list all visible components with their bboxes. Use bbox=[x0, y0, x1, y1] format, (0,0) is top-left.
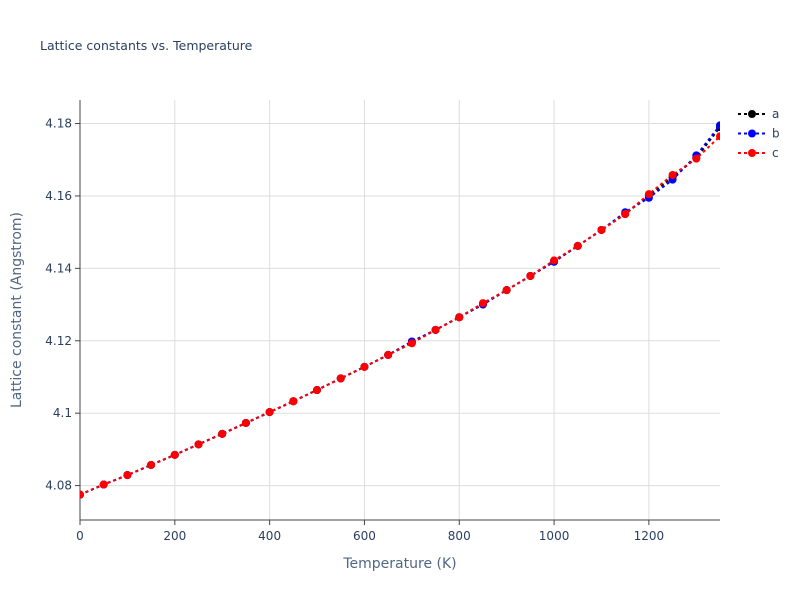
legend-marker-swatch bbox=[748, 129, 756, 138]
data-point-c[interactable] bbox=[194, 440, 203, 449]
y-tick-label: 4.08 bbox=[45, 479, 72, 493]
x-axis-title: Temperature (K) bbox=[342, 556, 456, 572]
data-point-c[interactable] bbox=[716, 132, 724, 141]
y-axis-title: Lattice constant (Angstrom) bbox=[9, 212, 25, 408]
legend-label: a bbox=[772, 107, 779, 121]
x-tick-label: 0 bbox=[76, 529, 84, 543]
data-point-c[interactable] bbox=[218, 429, 227, 438]
legend: abc bbox=[738, 107, 780, 160]
series-c bbox=[76, 132, 724, 499]
y-tick-label: 4.1 bbox=[53, 406, 72, 420]
data-point-c[interactable] bbox=[170, 450, 179, 459]
data-point-c[interactable] bbox=[76, 490, 84, 499]
legend-label: b bbox=[772, 127, 780, 141]
data-point-c[interactable] bbox=[360, 362, 369, 371]
data-point-c[interactable] bbox=[573, 241, 582, 250]
legend-item-b[interactable]: b bbox=[738, 127, 780, 141]
x-tick-label: 600 bbox=[353, 529, 376, 543]
legend-item-c[interactable]: c bbox=[738, 146, 779, 160]
data-point-c[interactable] bbox=[455, 313, 464, 322]
data-point-c[interactable] bbox=[597, 225, 606, 234]
y-tick-label: 4.18 bbox=[45, 117, 72, 131]
legend-label: c bbox=[772, 146, 779, 160]
data-point-c[interactable] bbox=[431, 325, 440, 334]
data-point-c[interactable] bbox=[147, 460, 156, 469]
data-point-c[interactable] bbox=[407, 339, 416, 348]
x-tick-label: 400 bbox=[258, 529, 281, 543]
data-point-c[interactable] bbox=[241, 418, 250, 427]
data-point-c[interactable] bbox=[123, 471, 132, 480]
x-tick-label: 200 bbox=[163, 529, 186, 543]
grid-lines bbox=[80, 100, 720, 520]
data-point-c[interactable] bbox=[550, 256, 559, 265]
legend-marker-swatch bbox=[748, 110, 756, 118]
y-tick-label: 4.16 bbox=[45, 189, 72, 203]
data-point-c[interactable] bbox=[99, 480, 108, 489]
series-line-c bbox=[80, 135, 720, 496]
x-tick-label: 800 bbox=[448, 529, 471, 543]
y-tick-label: 4.14 bbox=[45, 261, 72, 275]
x-tick-label: 1000 bbox=[539, 529, 570, 543]
data-point-c[interactable] bbox=[313, 386, 322, 395]
legend-item-a[interactable]: a bbox=[738, 107, 779, 121]
legend-marker-swatch bbox=[748, 149, 756, 157]
y-tick-label: 4.12 bbox=[45, 334, 72, 348]
chart-title: Lattice constants vs. Temperature bbox=[40, 38, 253, 53]
data-point-c[interactable] bbox=[265, 408, 274, 417]
data-point-c[interactable] bbox=[668, 170, 677, 179]
data-point-c[interactable] bbox=[336, 374, 345, 383]
data-point-b[interactable] bbox=[716, 121, 724, 130]
data-point-c[interactable] bbox=[478, 299, 487, 308]
data-point-c[interactable] bbox=[502, 286, 511, 295]
series-layer bbox=[76, 121, 724, 499]
data-point-c[interactable] bbox=[621, 210, 630, 219]
data-point-c[interactable] bbox=[526, 271, 535, 280]
data-point-c[interactable] bbox=[384, 350, 393, 359]
x-tick-label: 1200 bbox=[634, 529, 665, 543]
data-point-c[interactable] bbox=[644, 190, 653, 199]
data-point-c[interactable] bbox=[692, 154, 701, 163]
axes: 0 200 400 600 800 1000 1200 4.08 4.1 4.12 4.14 4.16… bbox=[45, 100, 720, 543]
data-point-c[interactable] bbox=[289, 397, 298, 406]
